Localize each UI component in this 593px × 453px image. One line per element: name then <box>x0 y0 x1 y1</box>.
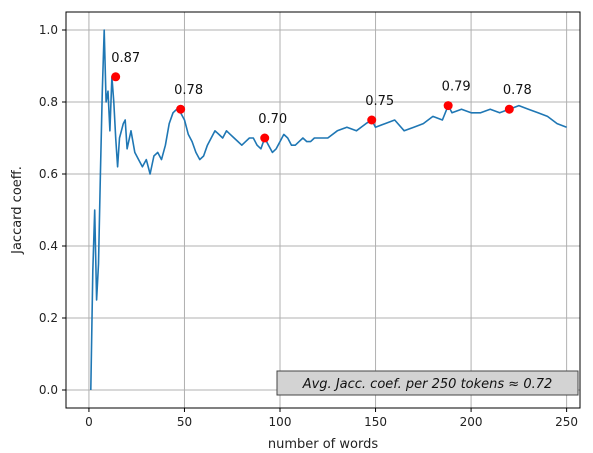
data-label: 0.75 <box>365 94 394 109</box>
average-annotation: Avg. Jacc. coef. per 250 tokens ≈ 0.72 <box>276 370 579 396</box>
highlight-point <box>504 104 514 114</box>
annotation-box <box>276 370 579 396</box>
y-tick-label: 0.8 <box>39 95 58 109</box>
highlight-point <box>443 101 453 111</box>
x-tick-label: 200 <box>460 415 483 429</box>
highlight-point <box>260 133 270 143</box>
y-tick-label: 0.2 <box>39 311 58 325</box>
data-label: 0.79 <box>442 80 471 95</box>
x-tick-label: 250 <box>555 415 578 429</box>
series-line <box>90 29 567 391</box>
annotation-text: Avg. Jacc. coef. per 250 tokens ≈ 0.72 <box>302 377 553 392</box>
x-tick-label: 150 <box>364 415 387 429</box>
x-axis-label: number of words <box>268 437 378 452</box>
x-tick-label: 100 <box>269 415 292 429</box>
highlight-markers: 0.87 0.78 0.70 0.75 0.79 0.78 <box>111 51 532 143</box>
data-label: 0.70 <box>258 112 287 127</box>
grid-lines <box>66 12 580 408</box>
data-label: 0.78 <box>503 83 532 98</box>
y-tick-label: 0.4 <box>39 239 58 253</box>
series-layer <box>90 29 567 391</box>
y-tick-label: 0.6 <box>39 167 58 181</box>
highlight-point <box>367 115 377 125</box>
highlight-point <box>176 104 186 114</box>
highlight-point <box>111 72 121 82</box>
data-label: 0.78 <box>174 83 203 98</box>
y-tick-label: 0.0 <box>39 383 58 397</box>
plot-frame <box>65 11 581 409</box>
y-tick-label: 1.0 <box>39 23 58 37</box>
data-label: 0.87 <box>111 51 140 66</box>
x-tick-label: 50 <box>177 415 192 429</box>
axis-ticks: 0 50 100 150 200 250 0.0 0.2 0.4 0.6 0.8 1.0 <box>39 23 578 429</box>
y-axis-label: Jaccard coeff. <box>10 166 25 255</box>
x-tick-label: 0 <box>85 415 93 429</box>
